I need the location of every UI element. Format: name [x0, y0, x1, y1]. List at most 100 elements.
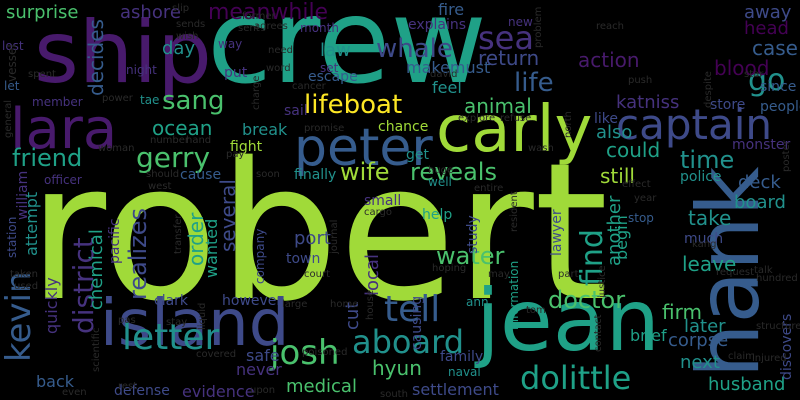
- word-well: well: [428, 175, 452, 189]
- word-taken: taken: [10, 269, 38, 280]
- word-number: number: [150, 135, 190, 146]
- word-much: much: [684, 231, 724, 247]
- word-several: several: [216, 179, 240, 252]
- word-doctor: doctor: [548, 286, 626, 314]
- word-hundred: hundred: [756, 273, 798, 284]
- word-escape: escape: [308, 69, 358, 85]
- word-go: go: [748, 63, 786, 98]
- word-night: night: [126, 63, 157, 77]
- word-brief: brief: [630, 326, 667, 345]
- word-return: return: [478, 46, 540, 70]
- word-firm: firm: [662, 300, 702, 324]
- word-get: get: [406, 147, 429, 163]
- word-also: also: [596, 122, 633, 143]
- word-josh: josh: [270, 333, 340, 373]
- word-action: action: [578, 48, 640, 72]
- word-reach: reach: [596, 21, 625, 32]
- word-realizes: realizes: [124, 207, 152, 300]
- word-head: head: [744, 18, 789, 39]
- word-should: should: [146, 169, 180, 180]
- word-help: help: [422, 207, 453, 223]
- word-decides: decides: [84, 19, 108, 96]
- word-word: word: [266, 63, 291, 74]
- word-pay: pay: [226, 149, 245, 160]
- word-sail: sail: [284, 103, 308, 119]
- word-island: island: [100, 287, 290, 361]
- word-cause: cause: [180, 167, 222, 183]
- word-company: company: [253, 228, 267, 284]
- word-friend: friend: [12, 144, 83, 172]
- word-injured: injured: [752, 353, 787, 364]
- word-defense: defense: [114, 383, 170, 399]
- word-case: case: [752, 36, 798, 60]
- word-pas: pas: [118, 315, 136, 326]
- word-jean: jean: [476, 271, 661, 371]
- word-huge: huge: [428, 165, 454, 176]
- word-time: time: [680, 146, 735, 174]
- word-since: since: [760, 79, 797, 95]
- word-police: police: [680, 169, 722, 185]
- word-stop: stop: [628, 211, 654, 225]
- word-william: william: [15, 170, 31, 220]
- word-spent: spent: [28, 69, 56, 80]
- word-water: water: [436, 242, 505, 270]
- word-entire: entire: [474, 183, 504, 194]
- word-woman: woman: [98, 143, 135, 154]
- word-south: south: [380, 389, 408, 400]
- word-put: put: [224, 65, 248, 81]
- word-part: part: [558, 269, 579, 280]
- word-animal: animal: [464, 94, 532, 118]
- word-husband: husband: [708, 374, 786, 395]
- word-kang: kang: [692, 239, 717, 250]
- word-rest: rest: [118, 381, 138, 392]
- word-hand: hand: [186, 135, 212, 146]
- word-leave: leave: [682, 252, 737, 276]
- word-liquid: liquid: [197, 302, 208, 330]
- word-never: never: [236, 360, 282, 379]
- word-corpse: corpse: [668, 330, 729, 351]
- word-tae: tae: [140, 93, 160, 107]
- word-despite: despite: [703, 71, 714, 108]
- word-explore: explore: [458, 113, 496, 124]
- word-meanwhile: meanwhile: [208, 0, 329, 25]
- word-used: used: [14, 281, 39, 292]
- word-letter: letter: [122, 317, 220, 358]
- word-could: could: [606, 138, 661, 162]
- word-set: set: [320, 61, 339, 75]
- word-back: back: [36, 372, 75, 391]
- word-sea: sea: [478, 19, 534, 57]
- word-still: still: [600, 164, 635, 188]
- word-blood: blood: [714, 56, 770, 80]
- word-port: port: [294, 228, 331, 249]
- word-agrees: agrees: [254, 21, 288, 32]
- word-claim: claim: [728, 351, 755, 362]
- word-small: small: [364, 193, 402, 209]
- word-naval: naval: [448, 365, 481, 379]
- word-way: way: [218, 37, 243, 51]
- word-another: another: [604, 195, 625, 266]
- word-structure: structure: [756, 321, 800, 332]
- word-life: life: [514, 68, 554, 98]
- word-dolittle: dolittle: [520, 359, 632, 397]
- word-wish: wish: [176, 31, 199, 42]
- word-refuse: refuse: [500, 113, 532, 124]
- word-tom: tom: [526, 305, 546, 316]
- word-captain: captain: [616, 100, 772, 149]
- word-deck: deck: [738, 172, 781, 193]
- word-away: away: [744, 2, 792, 23]
- word-lifeboat: lifeboat: [304, 90, 403, 120]
- word-wife: wife: [340, 158, 390, 186]
- word-wash: wash: [528, 143, 554, 154]
- word-large: large: [282, 299, 308, 310]
- word-pacific: pacific: [107, 218, 123, 264]
- word-katniss: katniss: [616, 92, 680, 113]
- word-explains: explains: [408, 17, 467, 33]
- word-clark: clark: [154, 293, 189, 309]
- word-stay: stay: [166, 317, 188, 328]
- word-ship: ship: [34, 3, 212, 103]
- word-fight: fight: [230, 139, 263, 155]
- word-talk: talk: [754, 265, 773, 276]
- word-house: house: [365, 289, 376, 320]
- word-even: even: [62, 387, 87, 398]
- word-cancer: cancer: [292, 81, 326, 92]
